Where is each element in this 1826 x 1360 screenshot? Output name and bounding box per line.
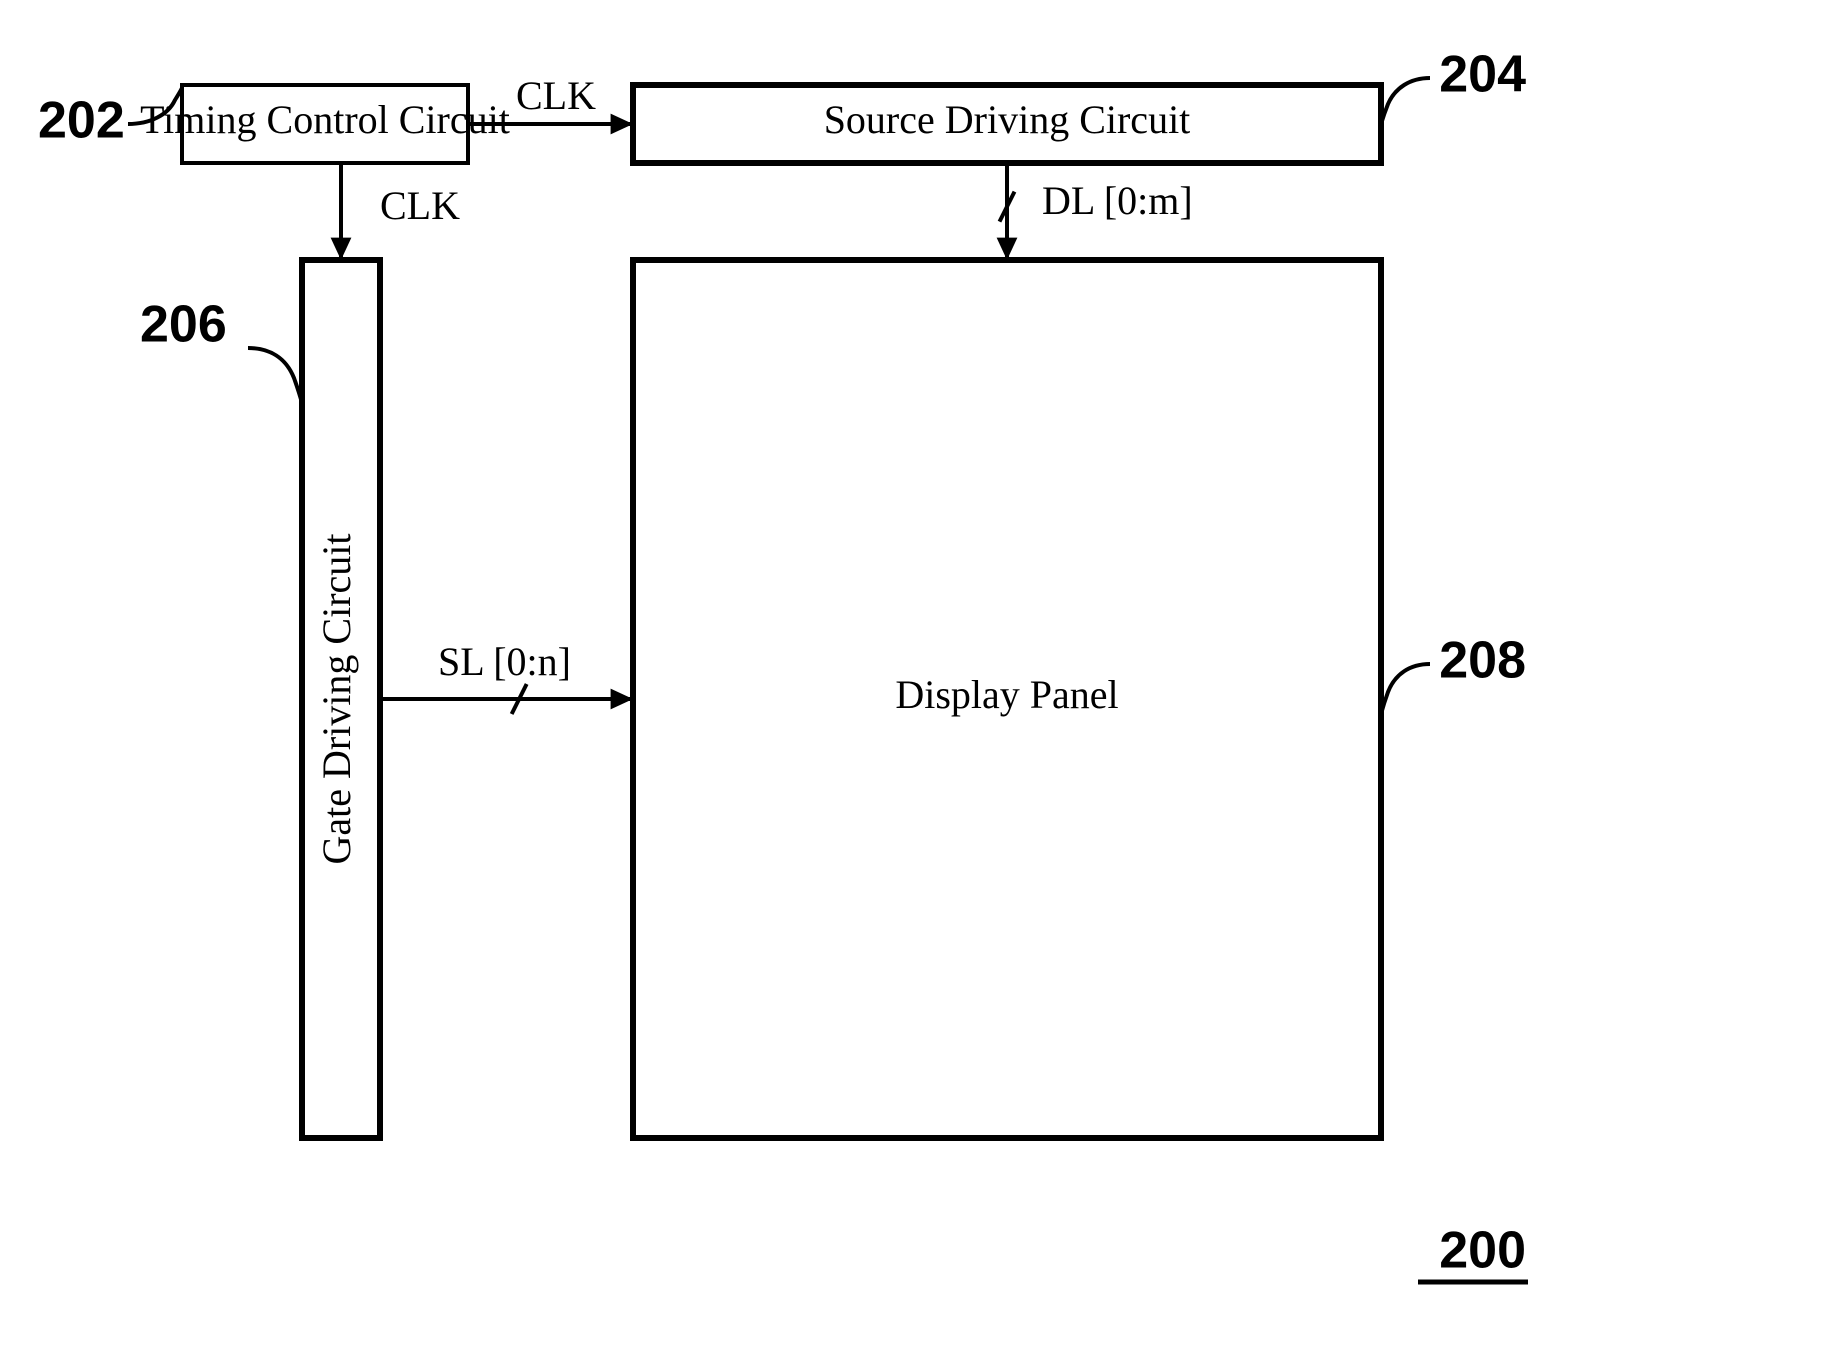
timing_to_gate-label: CLK	[380, 183, 460, 228]
timing_to_source-head	[611, 114, 633, 135]
source-label: Source Driving Circuit	[824, 97, 1191, 142]
panel-label: Display Panel	[895, 672, 1118, 717]
ref-r208: 208	[1439, 632, 1526, 690]
gate_to_panel-label: SL [0:n]	[438, 639, 571, 684]
ref-r206-leader	[248, 348, 302, 403]
timing-label: Timing Control Circuit	[140, 97, 510, 142]
gate-label: Gate Driving Circuit	[314, 533, 359, 864]
timing_to_source-label: CLK	[516, 73, 596, 118]
ref-r206: 206	[140, 296, 227, 354]
ref-r204: 204	[1439, 46, 1526, 104]
source_to_panel-label: DL [0:m]	[1042, 178, 1193, 223]
timing_to_gate-head	[331, 238, 352, 260]
gate_to_panel-head	[611, 689, 633, 710]
ref-r200: 200	[1439, 1222, 1526, 1280]
ref-r204-leader	[1381, 78, 1430, 124]
ref-r202: 202	[38, 92, 125, 150]
ref-r208-leader	[1381, 664, 1430, 714]
source_to_panel-head	[997, 238, 1018, 260]
